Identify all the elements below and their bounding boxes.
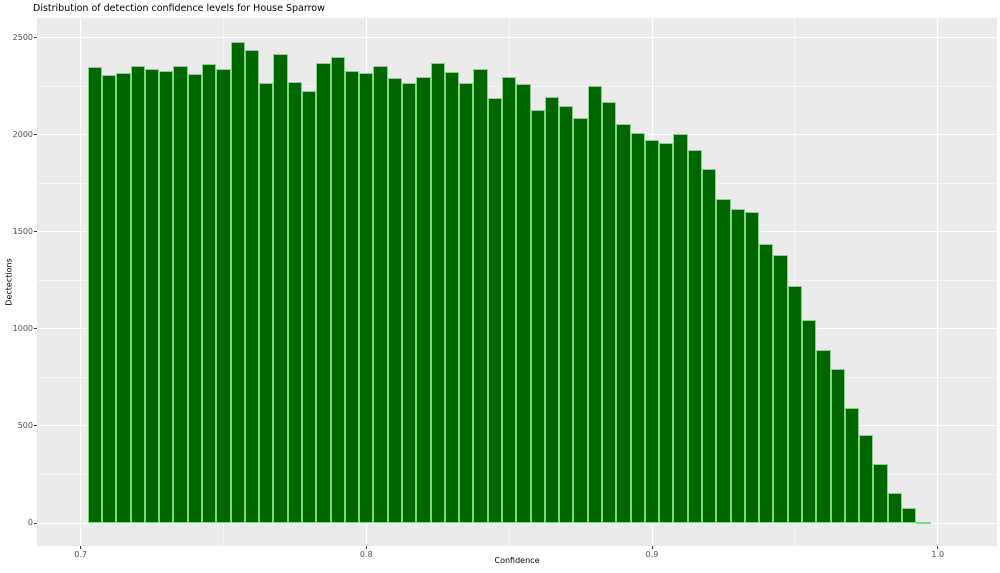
y-axis-tick (34, 522, 37, 524)
y-tick-label: 1500 (12, 226, 33, 236)
histogram-bar (916, 522, 931, 525)
histogram-bar (244, 49, 260, 523)
gridline-major-y (37, 37, 997, 38)
histogram-bar (630, 132, 645, 523)
histogram-bar (102, 74, 117, 523)
histogram-bar (502, 77, 517, 523)
histogram-bar (330, 56, 345, 523)
histogram-bar (487, 97, 503, 523)
y-axis-tick (34, 328, 37, 330)
x-tick-label: 0.8 (359, 550, 373, 559)
histogram-bar (402, 82, 417, 523)
histogram-bar (316, 62, 331, 523)
histogram-bar (373, 65, 388, 523)
y-axis-tick (34, 425, 37, 427)
y-axis-tick (34, 134, 37, 136)
histogram-bar (144, 69, 160, 523)
histogram-bar (173, 66, 188, 523)
histogram-bar (716, 199, 731, 523)
histogram-bar (844, 408, 860, 523)
histogram-bar (273, 54, 288, 523)
histogram-bar (902, 507, 917, 523)
gridline-major-y (37, 522, 997, 524)
histogram-bar (587, 86, 603, 523)
histogram-bar (516, 83, 531, 523)
x-axis-tick (651, 546, 653, 549)
histogram-bar (287, 81, 303, 523)
histogram-bar (344, 71, 360, 523)
histogram-bar (387, 78, 403, 523)
histogram-bar (773, 255, 788, 523)
histogram-bar (816, 350, 831, 523)
histogram-bar (702, 169, 717, 523)
histogram-bar (573, 118, 588, 523)
y-tick-label: 0 (27, 518, 33, 527)
histogram-bar (216, 69, 231, 523)
histogram-bar (887, 493, 902, 523)
plot-panel (37, 18, 997, 546)
x-axis-title: Confidence (494, 556, 540, 565)
x-axis-tick (80, 546, 82, 549)
x-tick-label: 0.7 (74, 550, 87, 559)
histogram-bar (873, 463, 888, 523)
histogram-bar (616, 124, 631, 523)
gridline-major-x (80, 18, 82, 546)
x-tick-label: 1.0 (931, 550, 945, 559)
y-tick-label: 2500 (12, 32, 33, 42)
histogram-bar (530, 110, 545, 523)
histogram-bar (430, 62, 445, 523)
histogram-bar (87, 67, 103, 523)
histogram-bar (644, 140, 660, 523)
y-tick-label: 1000 (12, 323, 33, 333)
y-tick-label: 500 (17, 420, 33, 430)
histogram-bar (116, 73, 131, 523)
histogram-bar (802, 320, 817, 523)
histogram-bar (559, 105, 574, 523)
histogram-bar (259, 82, 274, 523)
histogram-bar (302, 91, 317, 523)
histogram-bar (687, 150, 702, 523)
y-axis-tick (34, 231, 37, 233)
x-axis-tick (937, 546, 939, 549)
y-axis-title: Dectections (4, 258, 14, 306)
histogram-bar (759, 243, 774, 523)
x-axis-tick (365, 546, 367, 549)
histogram-bar (859, 435, 874, 523)
histogram-bar (744, 212, 760, 523)
histogram-bar (830, 369, 845, 523)
histogram-bar (202, 63, 217, 523)
histogram-bar (230, 42, 245, 523)
y-tick-label: 2000 (12, 129, 33, 139)
histogram-bar (473, 68, 488, 523)
gridline-major-x (937, 18, 939, 546)
histogram-bar (187, 73, 203, 523)
histogram-bar (130, 65, 145, 523)
histogram-bar (659, 143, 674, 523)
histogram-bar (416, 76, 431, 523)
histogram-bar (444, 72, 460, 523)
histogram-bar (730, 208, 745, 523)
histogram-bar (159, 70, 174, 523)
histogram-bar (459, 82, 474, 523)
x-tick-label: 0.9 (645, 550, 659, 559)
histogram-bar (544, 97, 560, 523)
y-axis-tick (34, 37, 37, 38)
histogram-bar (359, 73, 374, 523)
histogram-bar (787, 285, 802, 523)
chart-title: Distribution of detection confidence lev… (33, 3, 325, 14)
histogram-bar (673, 134, 688, 523)
histogram-bar (602, 101, 617, 523)
gridline-minor-x (794, 18, 796, 546)
